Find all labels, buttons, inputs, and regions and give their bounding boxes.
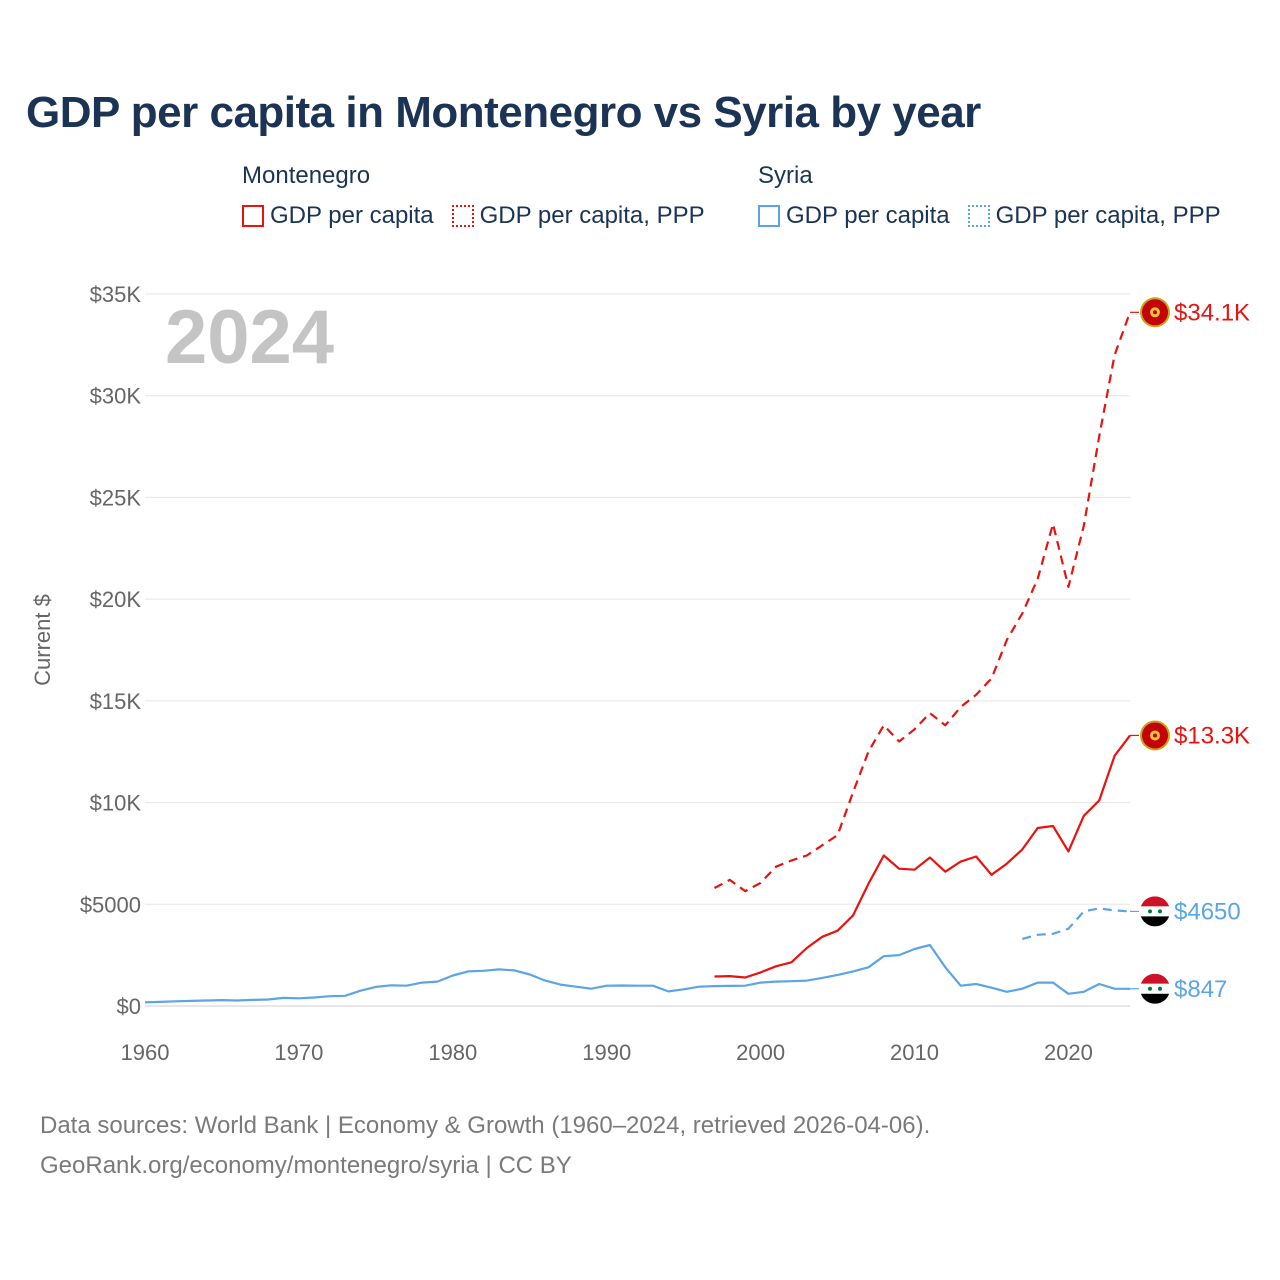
legend-swatch-solid (242, 205, 264, 227)
series-line (713, 311, 1132, 893)
x-tick-label: 2000 (736, 1040, 785, 1065)
x-tick-label: 1990 (582, 1040, 631, 1065)
series-lines (144, 311, 1132, 1004)
y-axis-ticks: $0 $5000 $10K $15K $20K $25K $30K $35K (80, 282, 142, 1019)
legend-syria: Syria GDP per capita GDP per capita, PPP (758, 162, 1221, 230)
legend-item-montenegro-gdp[interactable]: GDP per capita (242, 202, 434, 230)
legend-group-label: Montenegro (242, 162, 371, 189)
end-value-label: $13.3K (1174, 722, 1250, 749)
legend-item-label: GDP per capita (270, 202, 434, 229)
footer: Data sources: World Bank | Economy & Gro… (40, 1106, 930, 1186)
legend-item-syria-ppp[interactable]: GDP per capita, PPP (967, 202, 1221, 230)
y-axis-label: Current $ (30, 594, 55, 686)
x-tick-label: 2020 (1044, 1040, 1093, 1065)
legend-swatch-dotted (451, 205, 474, 227)
legend-group-label: Syria (758, 162, 813, 189)
x-axis-ticks: 1960 1970 1980 1990 2000 2010 2020 (121, 1040, 1093, 1065)
data-source-text: Data sources: World Bank | Economy & Gro… (40, 1112, 931, 1139)
y-tick-label: $35K (90, 282, 142, 307)
y-tick-label: $5000 (80, 892, 141, 917)
year-watermark: 2024 (165, 295, 334, 380)
y-tick-label: $15K (90, 689, 142, 714)
end-markers: $34.1K $13.3K $4650 $847 (1130, 297, 1250, 1004)
montenegro-flag-icon (1140, 720, 1170, 751)
syria-flag-icon (1140, 973, 1170, 1004)
grid-lines (145, 293, 1130, 1007)
end-value-label: $34.1K (1174, 299, 1250, 326)
legend-montenegro: Montenegro GDP per capita GDP per capita… (242, 162, 705, 230)
syria-flag-icon (1140, 896, 1170, 927)
y-tick-label: $20K (90, 587, 142, 612)
series-line (144, 943, 1131, 1004)
x-tick-label: 1960 (121, 1040, 170, 1065)
montenegro-flag-icon (1140, 297, 1170, 328)
y-tick-label: $25K (90, 485, 142, 510)
chart-title: GDP per capita in Montenegro vs Syria by… (26, 88, 981, 137)
series-line (1022, 907, 1131, 940)
x-tick-label: 1970 (274, 1040, 323, 1065)
legend-swatch-dotted (967, 205, 990, 227)
legend-item-syria-gdp[interactable]: GDP per capita (758, 202, 950, 230)
legend-item-label: GDP per capita, PPP (995, 202, 1221, 229)
y-tick-label: $30K (90, 384, 142, 409)
legend-swatch-solid (758, 205, 780, 227)
y-tick-label: $0 (117, 994, 141, 1019)
x-tick-label: 2010 (890, 1040, 939, 1065)
end-value-label: $847 (1174, 976, 1227, 1003)
legend-item-label: GDP per capita (786, 202, 950, 229)
legend-item-montenegro-ppp[interactable]: GDP per capita, PPP (451, 202, 705, 230)
x-tick-label: 1980 (428, 1040, 477, 1065)
end-value-label: $4650 (1174, 898, 1241, 925)
attribution-text: GeoRank.org/economy/montenegro/syria | C… (40, 1152, 572, 1179)
legend-item-label: GDP per capita, PPP (479, 202, 705, 229)
y-tick-label: $10K (90, 791, 142, 816)
series-line (714, 734, 1131, 979)
